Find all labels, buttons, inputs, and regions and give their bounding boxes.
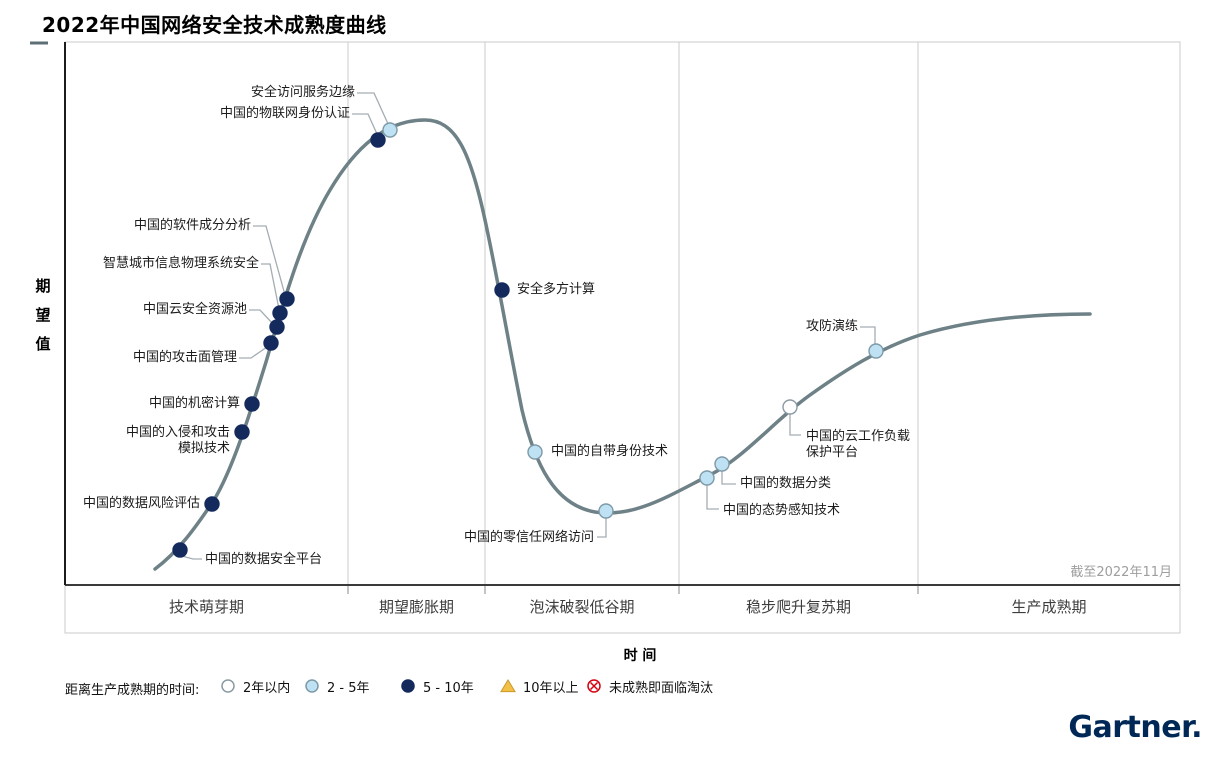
gartner-logo: Gartner. xyxy=(1068,710,1202,745)
legend-label: 10年以上 xyxy=(523,680,579,696)
tech-dot xyxy=(598,503,614,519)
tech-label: 中国的自带身份技术 xyxy=(551,444,669,459)
hype-curve xyxy=(153,118,1092,571)
tech-label: 中国的云工作负载 保护平台 xyxy=(806,429,911,460)
tech-label: 中国的数据分类 xyxy=(740,476,832,491)
leader-line xyxy=(249,309,274,325)
tech-dot xyxy=(714,456,730,472)
x-axis-label: 时 间 xyxy=(623,648,657,664)
tech-label: 中国的机密计算 xyxy=(148,396,240,411)
tech-dot xyxy=(382,122,398,138)
tech-label: 中国的态势感知技术 xyxy=(723,503,841,518)
tech-dot xyxy=(782,399,798,415)
legend-item: 5 - 10年 xyxy=(400,676,474,696)
circle-icon xyxy=(305,679,319,693)
tech-label: 中国的软件成分分析 xyxy=(133,218,251,233)
tech-dot xyxy=(868,343,884,359)
leader-line xyxy=(352,113,378,135)
tech-dot xyxy=(699,470,715,486)
leader-line xyxy=(181,555,202,560)
leader-line xyxy=(357,92,390,127)
legend-label: 5 - 10年 xyxy=(423,680,474,696)
tech-label: 安全多方计算 xyxy=(517,282,596,297)
plot-border xyxy=(64,41,1181,634)
leader-line xyxy=(706,485,719,510)
tech-dot xyxy=(244,396,260,412)
leader-line xyxy=(597,518,607,538)
legend-label: 2 - 5年 xyxy=(327,680,370,696)
tech-label: 中国的数据风险评估 xyxy=(82,496,200,511)
circle-icon xyxy=(401,679,415,693)
tech-dot xyxy=(234,424,250,440)
tech-label: 中国云安全资源池 xyxy=(142,302,247,317)
leader-line xyxy=(860,326,876,344)
legend-label: 2年以内 xyxy=(243,680,291,696)
legend: 距离生产成熟期的时间: 2年以内 2 - 5年 5 - 10年 10年以上 未成熟即面临… xyxy=(0,676,1222,700)
legend-item: 2年以内 xyxy=(220,676,290,696)
tech-label: 安全访问服务边缘 xyxy=(250,85,355,100)
tech-label: 中国的攻击面管理 xyxy=(132,350,237,365)
legend-shape xyxy=(305,679,319,693)
tech-dot xyxy=(279,291,295,307)
tech-label: 中国的零信任网络访问 xyxy=(463,530,594,545)
chart-title: 2022年中国网络安全技术成熟度曲线 xyxy=(42,13,387,37)
legend-item: 10年以上 xyxy=(500,676,579,696)
tech-label: 攻防演练 xyxy=(805,319,858,334)
legend-item: 2 - 5年 xyxy=(304,676,370,696)
leader-line xyxy=(253,225,286,296)
triangle-icon xyxy=(500,679,516,693)
legend-shape xyxy=(401,679,415,693)
legend-shape-x2 xyxy=(589,681,599,691)
leader-line xyxy=(721,471,736,485)
tech-dot xyxy=(263,335,279,351)
tech-dot xyxy=(527,444,543,460)
cross-circle-icon xyxy=(587,679,601,693)
leader-line xyxy=(239,346,268,359)
legend-label: 未成熟即面临淘汰 xyxy=(609,680,714,696)
phase-label: 生产成熟期 xyxy=(1011,598,1087,616)
phase-label: 期望膨胀期 xyxy=(378,598,454,616)
y-axis-label: 期 望 值 xyxy=(35,277,51,353)
legend-title: 距离生产成熟期的时间: xyxy=(65,683,200,698)
phase-label: 泡沫破裂低谷期 xyxy=(529,598,635,616)
tech-label: 中国的物联网身份认证 xyxy=(219,106,350,121)
tech-label: 中国的数据安全平台 xyxy=(205,552,323,567)
phase-label: 技术萌芽期 xyxy=(168,598,244,616)
tech-dot xyxy=(272,305,288,321)
leader-line xyxy=(261,263,280,310)
legend-shape xyxy=(500,679,516,693)
tech-label: 智慧城市信息物理系统安全 xyxy=(102,256,259,271)
circle-icon xyxy=(221,679,235,693)
leader-line xyxy=(789,414,801,436)
tech-dot xyxy=(370,132,386,148)
tech-dot xyxy=(494,282,510,298)
legend-item: 未成熟即面临淘汰 xyxy=(586,676,713,696)
tech-dot xyxy=(204,496,220,512)
tech-label: 中国的入侵和攻击 模拟技术 xyxy=(125,425,230,456)
as-of-date: 截至2022年11月 xyxy=(1070,565,1172,580)
tech-dot xyxy=(172,542,188,558)
legend-shape xyxy=(221,679,235,693)
tech-dot xyxy=(269,319,285,335)
phase-label: 稳步爬升复苏期 xyxy=(745,598,851,616)
